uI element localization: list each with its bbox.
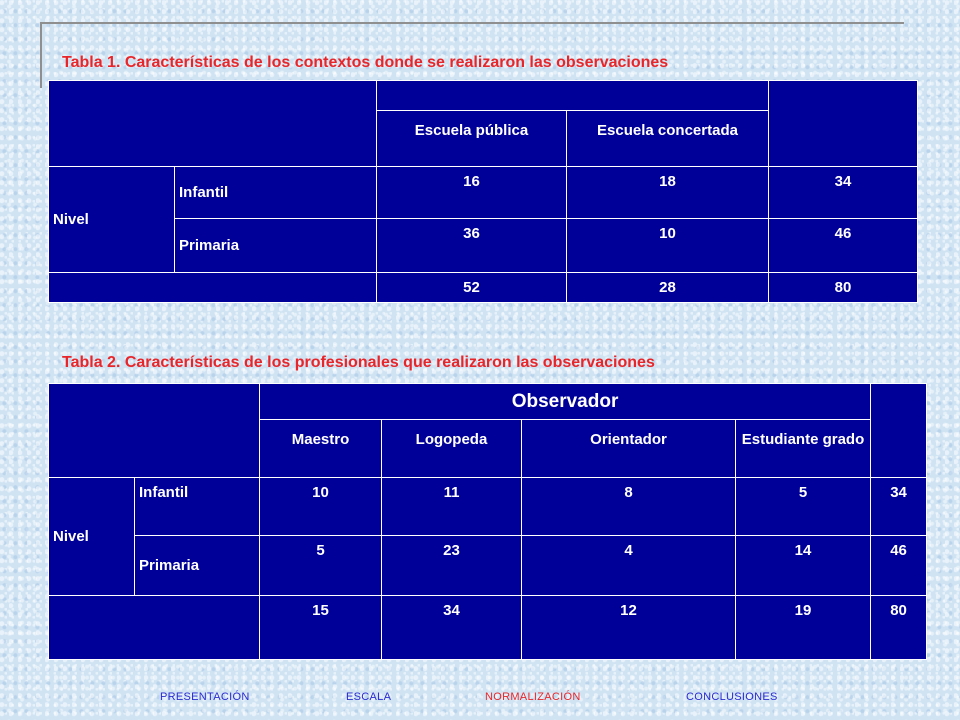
table1-col-header: Escuela pública [376, 110, 567, 167]
table2-cell: 46 [870, 535, 928, 596]
table2-cell: 11 [381, 477, 522, 536]
table1-cell: 10 [566, 218, 769, 273]
nav-link-presentacion[interactable]: PRESENTACIÓN [160, 691, 250, 703]
table2-row-label: Infantil [134, 477, 260, 536]
table2-row-label: Primaria [134, 535, 260, 596]
table2-cell: 23 [381, 535, 522, 596]
table2-row-group-label: Nivel [48, 477, 135, 596]
table1-total-label-cell [48, 272, 377, 303]
table2-cell: 4 [521, 535, 736, 596]
table2-col-header: Logopeda [381, 419, 522, 478]
nav-link-normalizacion[interactable]: NORMALIZACIÓN [485, 691, 581, 703]
table2-col-header: Orientador [521, 419, 736, 478]
table2-cell: 34 [870, 477, 928, 536]
table1-total-cell: 28 [566, 272, 769, 303]
table1-corner-cell [48, 80, 377, 167]
nav-link-escala[interactable]: ESCALA [346, 691, 392, 703]
table1-row-group-label: Nivel [48, 166, 175, 273]
table2-total-header-cell [870, 383, 928, 478]
table1-total-cell: 80 [768, 272, 918, 303]
table1-cell: 16 [376, 166, 567, 219]
table2-cell: 10 [259, 477, 382, 536]
table1-cell: 46 [768, 218, 918, 273]
table2-total-label-cell [48, 595, 260, 660]
table1-total-header-cell [768, 80, 918, 167]
table2-cell: 8 [521, 477, 736, 536]
table2-cell: 14 [734, 535, 872, 596]
table1-cell: 36 [376, 218, 567, 273]
table1-cell: 18 [566, 166, 769, 219]
table2-total-cell: 80 [870, 595, 928, 660]
table2-caption: Tabla 2. Características de los profesio… [62, 354, 655, 371]
table1-row-label: Infantil [174, 166, 377, 219]
table2-total-cell: 15 [259, 595, 382, 660]
table2-col-header: Estudiante grado [734, 419, 872, 478]
table2-group-header: Observador [258, 383, 872, 420]
table1-caption: Tabla 1. Características de los contexto… [62, 54, 669, 71]
table2-cell: 5 [734, 477, 872, 536]
table1-cell: 34 [768, 166, 918, 219]
table2-col-header: Maestro [259, 419, 382, 478]
table2-total-cell: 12 [521, 595, 736, 660]
table2-total-cell: 19 [734, 595, 872, 660]
table1-col-header: Escuela concertada [566, 110, 769, 167]
table1-row-label: Primaria [174, 218, 377, 273]
table2-cell: 5 [259, 535, 382, 596]
table1: Escuela pública Escuela concertada Nivel… [48, 80, 918, 303]
table2-total-cell: 34 [381, 595, 522, 660]
table1-total-cell: 52 [376, 272, 567, 303]
table2: Observador Maestro Logopeda Orientador E… [48, 383, 928, 660]
nav-link-conclusiones[interactable]: CONCLUSIONES [686, 691, 778, 703]
frame-top-line [40, 22, 904, 24]
table1-group-header-cell [376, 80, 769, 111]
frame-left-line [40, 22, 42, 88]
table2-corner-cell [48, 383, 260, 478]
footer-nav: PRESENTACIÓN ESCALA NORMALIZACIÓN CONCLU… [0, 691, 960, 709]
